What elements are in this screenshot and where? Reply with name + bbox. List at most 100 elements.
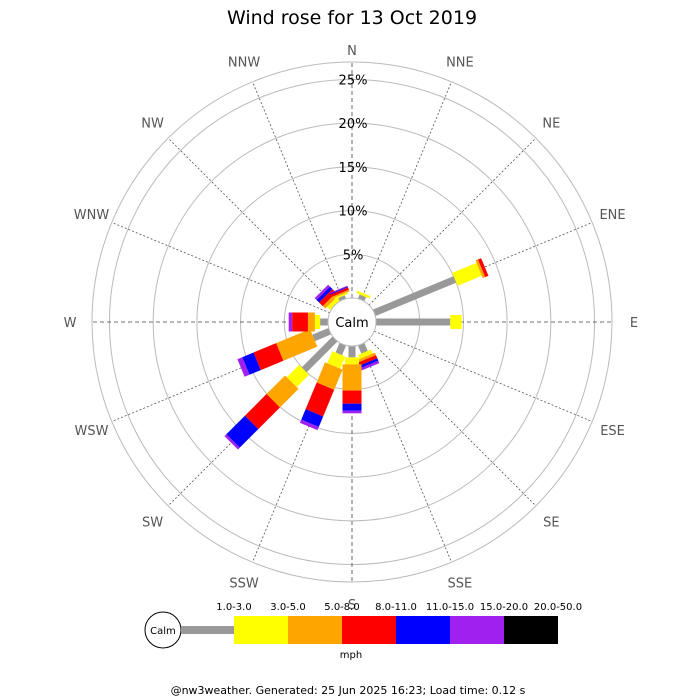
- bar-segment-sse-3: [358, 355, 378, 366]
- calm-label: Calm: [335, 316, 368, 331]
- radial-tick-label: 10%: [339, 205, 368, 220]
- legend-label: 5.0-8.0: [324, 602, 359, 613]
- spoke-sse: [360, 344, 452, 563]
- bar-ssw: [299, 342, 347, 431]
- legend-calm-label: Calm: [150, 626, 176, 637]
- legend-swatch: [342, 616, 396, 644]
- radial-tick-label: 20%: [339, 117, 368, 132]
- bar-segment-e-0: [376, 318, 451, 326]
- radial-tick-labels: 5% 10% 15% 20% 25%: [339, 73, 368, 263]
- bar-segment-sse-4: [359, 358, 379, 368]
- legend-label: 1.0-3.0: [216, 602, 251, 613]
- direction-label-ne: NE: [542, 117, 560, 132]
- bar-sse: [357, 342, 380, 371]
- bar-segment-wsw-0: [312, 327, 332, 342]
- bar-ene: [372, 258, 489, 317]
- bar-segment-w-3: [292, 312, 308, 332]
- radial-tick-label: 15%: [339, 161, 368, 176]
- footer-text: @nw3weather. Generated: 25 Jun 2025 16:2…: [171, 684, 526, 697]
- bar-segment-w-5: [288, 312, 293, 332]
- bar-segment-w-2: [307, 312, 315, 332]
- legend-swatch: [181, 626, 234, 634]
- grid-ring: [196, 166, 508, 478]
- spoke-ese: [374, 330, 593, 422]
- legend-label: 15.0-20.0: [480, 602, 528, 613]
- wind-bars: [224, 258, 489, 450]
- bar-segment-sw-1: [286, 364, 310, 388]
- bar-segment-ssw-1: [327, 351, 346, 369]
- bar-segment-w-1: [314, 315, 321, 329]
- legend-label: 20.0-50.0: [534, 602, 582, 613]
- bar-nne: [356, 290, 371, 302]
- bar-segment-s-4: [342, 403, 362, 411]
- bar-segment-w-0: [320, 318, 328, 326]
- spoke-nne: [360, 81, 452, 300]
- bar-segment-sw-5: [224, 434, 240, 450]
- bar-segment-nne-0: [357, 294, 367, 302]
- legend-label: 11.0-15.0: [426, 602, 474, 613]
- spoke-wsw: [111, 330, 330, 422]
- bar-w: [288, 312, 328, 332]
- direction-label-se: SE: [543, 515, 559, 530]
- direction-label-wsw: WSW: [74, 424, 108, 439]
- legend-swatch: [234, 616, 288, 644]
- bar-segment-nw-4: [316, 286, 333, 303]
- bar-segment-ssw-3: [305, 382, 335, 417]
- calm-circle: Calm: [327, 297, 377, 347]
- bar-segment-nw-1: [326, 296, 340, 310]
- direction-label-s: S: [348, 598, 356, 613]
- spoke-wnw: [111, 222, 330, 314]
- spoke-ne: [368, 137, 537, 306]
- direction-label-e: E: [630, 316, 638, 331]
- bar-segment-ssw-0: [335, 342, 347, 356]
- direction-labels: N NNE NE ENE E ESE SE SSE S SSW SW WSW W WNW NW NNW: [64, 44, 639, 613]
- bar-e: [376, 315, 462, 329]
- radial-tick-label: 5%: [343, 248, 364, 263]
- bar-segment-sw-3: [244, 394, 280, 430]
- direction-label-n: N: [347, 44, 357, 59]
- bar-segment-wsw-4: [242, 352, 261, 375]
- legend-swatch: [504, 616, 558, 644]
- bar-segment-s-3: [342, 390, 362, 404]
- direction-label-nw: NW: [141, 117, 164, 132]
- bar-segment-nnw-5: [329, 285, 348, 294]
- bar-segment-nnw-3: [330, 287, 349, 298]
- bar-segment-s-2: [342, 364, 362, 391]
- bar-segment-nnw-1: [334, 292, 348, 300]
- spoke-nw: [167, 137, 336, 306]
- legend-swatch: [450, 616, 504, 644]
- bar-segment-s-1: [345, 357, 359, 365]
- bar-segment-ene-0: [372, 276, 457, 317]
- direction-label-sse: SSE: [448, 577, 473, 592]
- direction-label-ssw: SSW: [229, 577, 259, 592]
- bar-segment-ssw-2: [316, 362, 343, 390]
- bar-segment-wsw-3: [253, 343, 284, 371]
- bar-segment-nnw-4: [330, 286, 348, 295]
- bar-segment-nne-1: [356, 290, 371, 299]
- bar-segment-ene-2: [475, 259, 486, 279]
- bar-segment-nnw-2: [331, 289, 350, 299]
- legend-swatch: [396, 616, 450, 644]
- bar-segment-sse-1: [358, 349, 373, 359]
- direction-label-nnw: NNW: [228, 55, 260, 70]
- legend-swatch: [288, 616, 342, 644]
- direction-label-w: W: [64, 316, 77, 331]
- bar-segment-wsw-5: [237, 357, 250, 377]
- bar-wsw: [237, 327, 332, 377]
- bar-segment-nw-5: [314, 284, 331, 301]
- legend-unit: mph: [340, 650, 362, 661]
- bar-segment-ene-3: [477, 258, 489, 278]
- polar-grid: [91, 61, 613, 583]
- direction-label-nne: NNE: [446, 55, 474, 70]
- spoke-ssw: [252, 344, 344, 563]
- grid-ring: [152, 122, 552, 522]
- bar-segment-s-0: [348, 346, 356, 358]
- bar-segment-sw-2: [266, 375, 299, 408]
- direction-label-wnw: WNW: [74, 208, 110, 223]
- grid-ring-outer: [91, 61, 613, 583]
- legend: Calm 1.0-3.0 3.0-5.0 5.0-8.0 8.0-11.0 11.0-1…: [144, 602, 582, 661]
- chart-title: Wind rose for 13 Oct 2019: [227, 7, 477, 29]
- spoke-nnw: [252, 81, 344, 300]
- bar-segment-s-5: [342, 410, 362, 414]
- legend-label: 8.0-11.0: [375, 602, 417, 613]
